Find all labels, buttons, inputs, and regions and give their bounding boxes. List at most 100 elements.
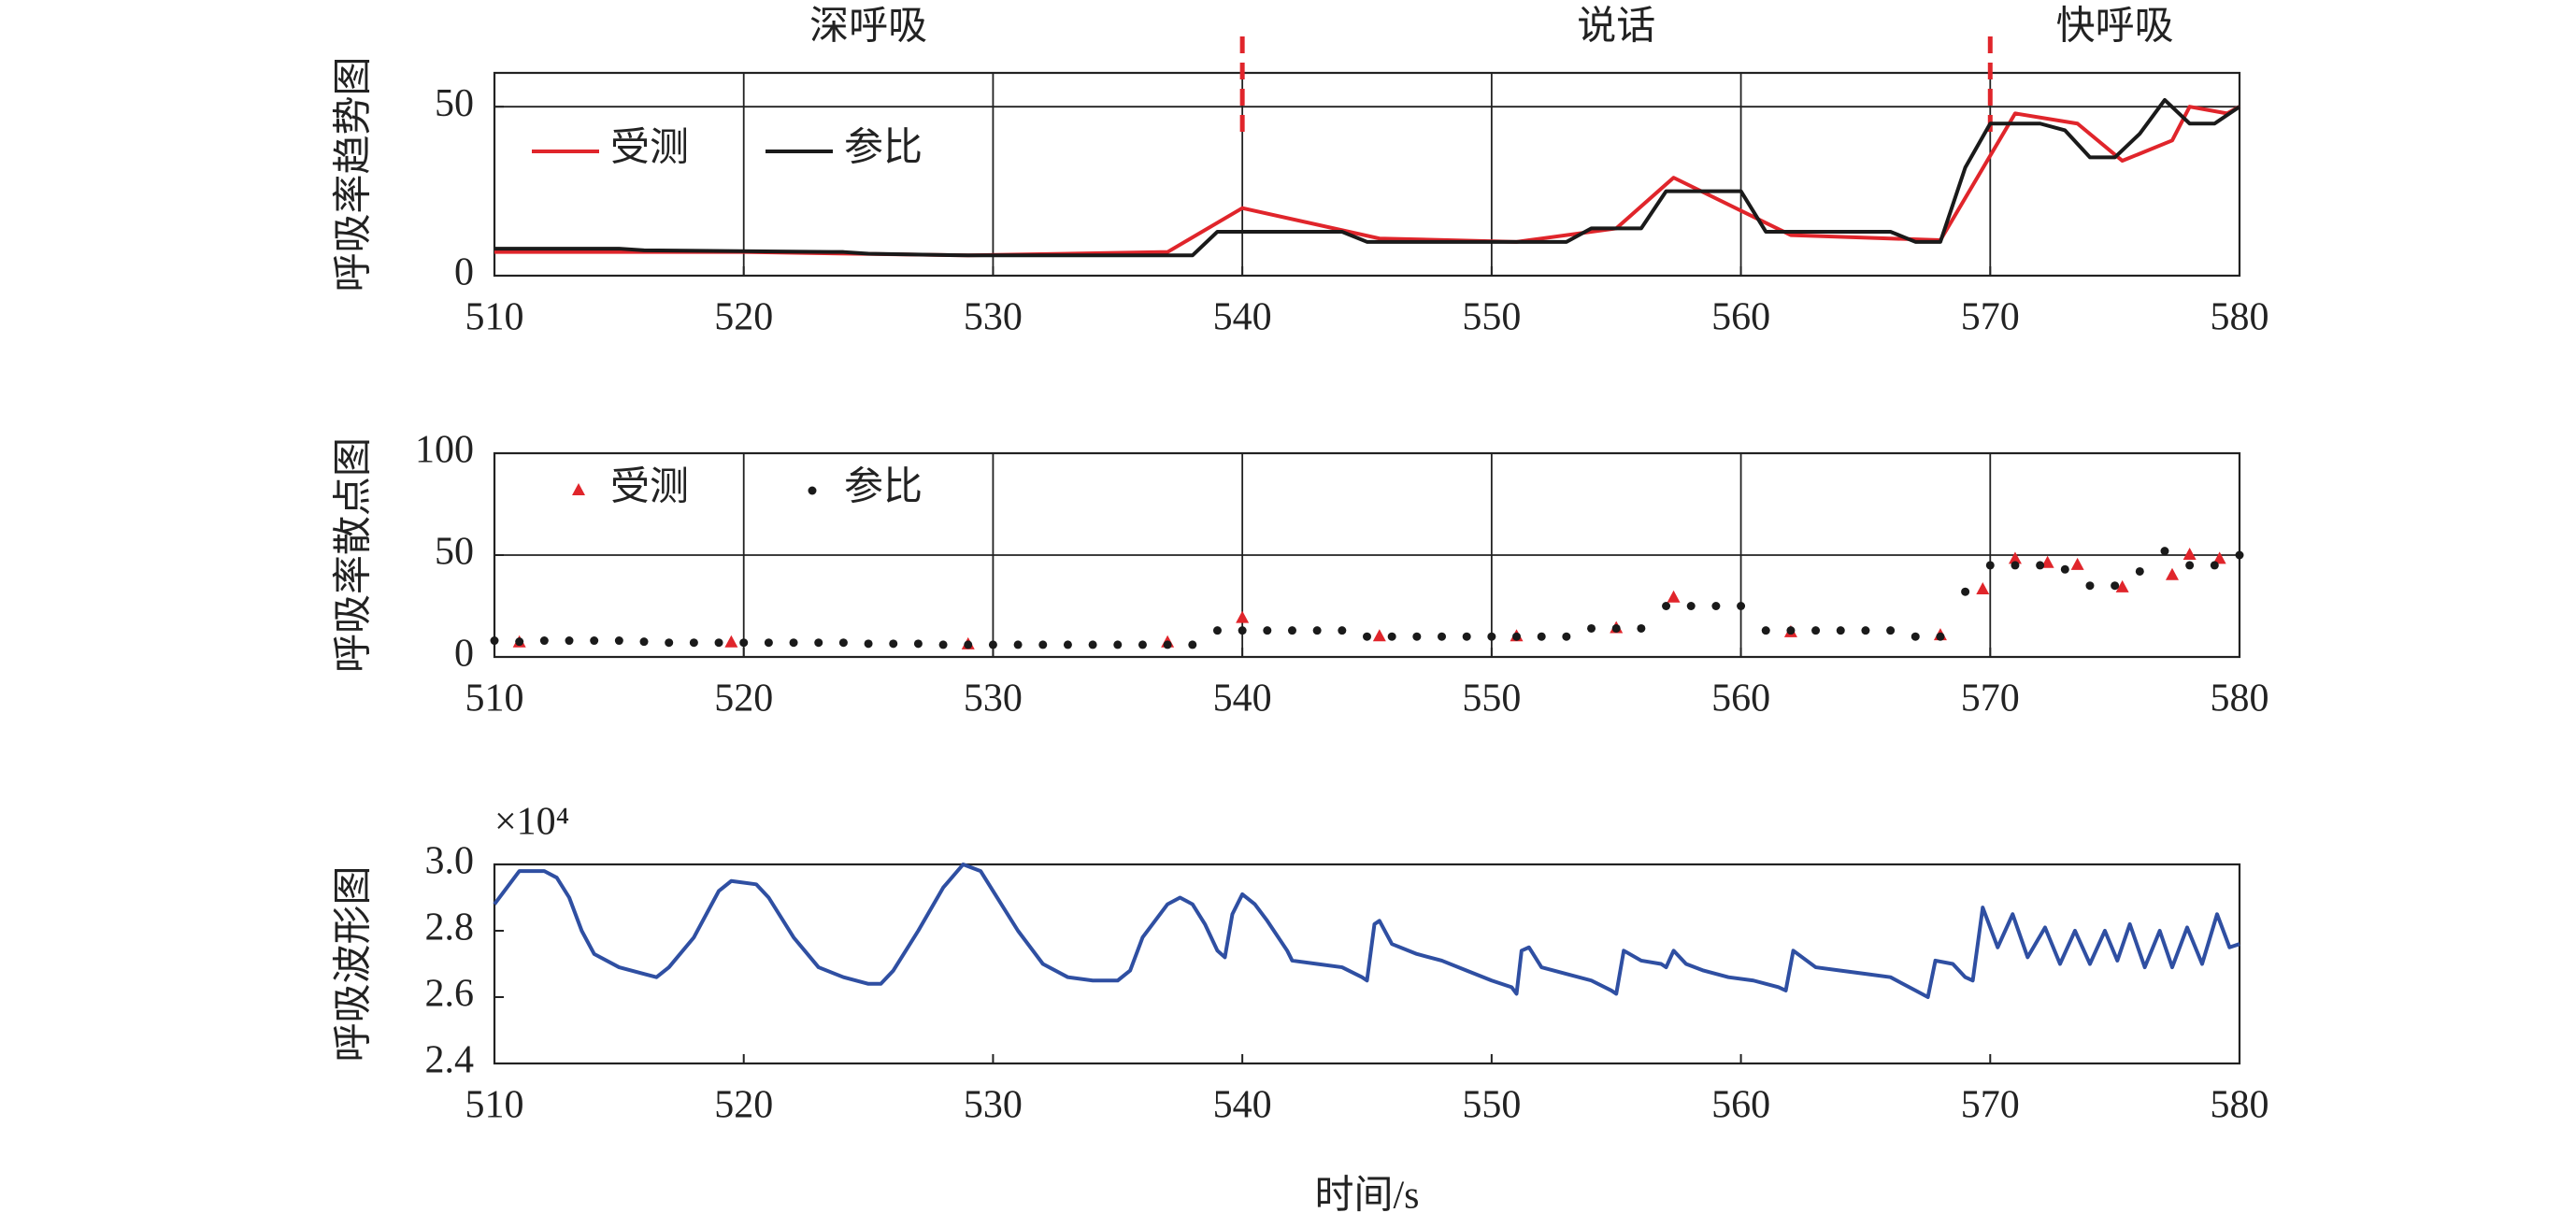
data-point [2115, 579, 2129, 592]
data-point [1236, 610, 1250, 623]
data-point [2210, 561, 2219, 570]
legend-label: 受测 [610, 466, 689, 509]
data-point [2182, 548, 2197, 560]
data-point [724, 635, 738, 648]
x-tick-label: 560 [1711, 678, 1770, 721]
data-point [838, 638, 848, 648]
data-point [1637, 623, 1646, 633]
y-tick-label: 2.4 [425, 1039, 475, 1082]
x-tick-label: 530 [964, 296, 1023, 339]
data-point [490, 636, 499, 646]
y-tick-label: 0 [454, 251, 474, 294]
x-tick-label: 560 [1711, 296, 1770, 339]
legend-label: 参比 [844, 126, 923, 170]
y-multiplier: ×10⁴ [494, 801, 569, 844]
x-tick-label: 570 [1961, 678, 2020, 721]
legend-label: 参比 [844, 465, 923, 509]
data-point [1886, 626, 1896, 635]
data-point [1861, 626, 1870, 635]
data-point [714, 638, 723, 648]
y-tick-label: 50 [435, 531, 474, 574]
phase-label: 快呼吸 [2056, 6, 2174, 49]
data-point [689, 638, 698, 648]
data-point [1312, 626, 1322, 635]
data-point [739, 638, 749, 648]
data-point [665, 638, 674, 648]
data-point [1387, 632, 1396, 641]
data-point [639, 637, 649, 647]
y-tick-label: 100 [415, 429, 474, 472]
x-tick-label: 550 [1462, 678, 1521, 721]
data-point [1038, 640, 1048, 649]
data-point [1711, 602, 1721, 610]
data-point [1372, 629, 1386, 642]
data-point [1512, 632, 1522, 641]
data-point [1611, 623, 1621, 633]
data-point [539, 636, 549, 646]
x-tick-label: 540 [1213, 1084, 1272, 1127]
x-tick-label: 540 [1213, 296, 1272, 339]
data-line [494, 97, 2241, 258]
x-tick-label: 540 [1213, 678, 1272, 721]
data-point [1113, 640, 1123, 649]
data-point [2060, 564, 2069, 574]
legend-swatch [572, 483, 585, 495]
x-tick-label: 530 [964, 1084, 1023, 1127]
data-point [1063, 640, 1072, 649]
x-tick-label: 520 [714, 678, 773, 721]
x-tick-label: 520 [714, 296, 773, 339]
y-tick-label: 50 [435, 82, 474, 125]
data-point [1013, 640, 1023, 649]
y-axis-label: 呼吸率趋势图 [332, 56, 376, 292]
data-point [1462, 632, 1471, 641]
phase-label: 说话 [1577, 6, 1655, 49]
y-tick-label: 0 [454, 633, 474, 676]
plot-frame [493, 71, 2241, 278]
data-point [2135, 566, 2144, 576]
phase-label: 深呼吸 [809, 6, 927, 49]
data-point [1786, 626, 1796, 635]
x-tick-label: 580 [2211, 1084, 2269, 1127]
y-tick-label: 3.0 [425, 840, 475, 883]
data-line [494, 105, 2240, 258]
data-point [889, 639, 898, 649]
data-point [1985, 561, 1995, 570]
data-point [1537, 632, 1546, 641]
data-point [2070, 557, 2084, 570]
y-tick-label: 2.6 [425, 973, 475, 1016]
data-point [1412, 632, 1422, 641]
x-tick-label: 550 [1462, 296, 1521, 339]
data-point [2111, 581, 2120, 591]
data-line [493, 863, 2240, 999]
x-tick-label: 580 [2211, 296, 2269, 339]
data-point [1438, 632, 1447, 641]
x-axis-label: 时间/s [1314, 1175, 1419, 1218]
data-point [964, 640, 973, 649]
data-point [1662, 602, 1671, 610]
data-point [1088, 640, 1097, 649]
data-point [1976, 582, 1990, 595]
data-point [1263, 626, 1272, 635]
data-point [2085, 581, 2095, 591]
data-point [515, 637, 524, 647]
data-point [2165, 567, 2179, 580]
x-tick-label: 510 [465, 1084, 524, 1127]
data-point [764, 638, 773, 648]
data-point [2008, 551, 2022, 564]
data-point [1911, 632, 1920, 641]
x-tick-label: 530 [964, 678, 1023, 721]
x-tick-label: 520 [714, 1084, 773, 1127]
data-point [988, 640, 997, 649]
data-point [1761, 626, 1770, 635]
data-point [913, 639, 923, 649]
data-point [2212, 551, 2226, 564]
data-point [2235, 550, 2244, 560]
data-point [565, 636, 574, 646]
data-point [1238, 626, 1247, 635]
legend-swatch [808, 486, 817, 495]
data-point [1163, 640, 1172, 649]
data-point [2040, 555, 2054, 568]
y-axis-label: 呼吸波形图 [333, 865, 376, 1062]
